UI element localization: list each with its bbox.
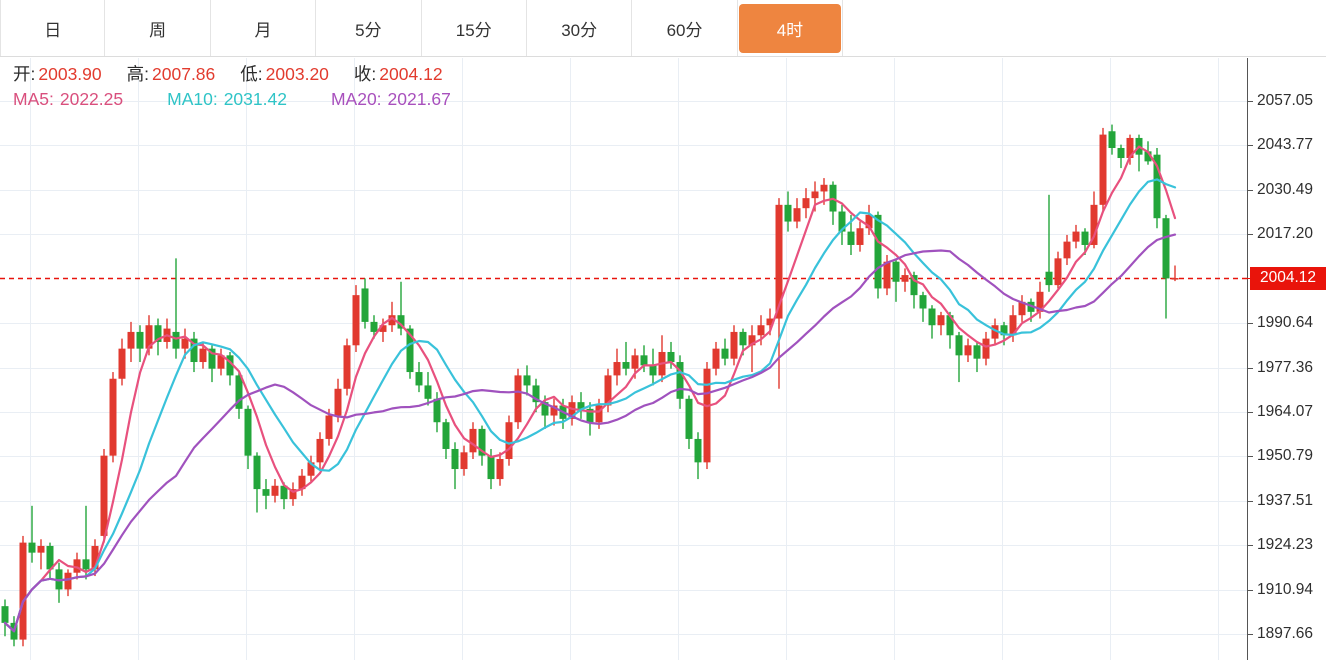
tab-周[interactable]: 周 — [105, 0, 211, 56]
tab-日[interactable]: 日 — [0, 0, 106, 56]
timeframe-tabbar: 日 周 月 5分 15分 30分 60分 4时 — [0, 0, 1326, 57]
tab-30分[interactable]: 30分 — [526, 0, 633, 56]
tab-月[interactable]: 月 — [210, 0, 317, 56]
tab-60分[interactable]: 60分 — [632, 0, 738, 56]
tab-4时[interactable]: 4时 — [737, 0, 844, 56]
tab-label: 月 — [254, 20, 272, 40]
tab-label: 5分 — [355, 20, 382, 40]
tab-label: 60分 — [666, 20, 703, 40]
tab-label: 30分 — [561, 20, 598, 40]
tab-label: 4时 — [738, 3, 842, 53]
tab-label: 15分 — [455, 20, 492, 40]
tab-15分[interactable]: 15分 — [421, 0, 527, 56]
tab-label: 日 — [44, 20, 62, 40]
tab-5分[interactable]: 5分 — [316, 0, 422, 56]
tab-label: 周 — [149, 20, 167, 40]
